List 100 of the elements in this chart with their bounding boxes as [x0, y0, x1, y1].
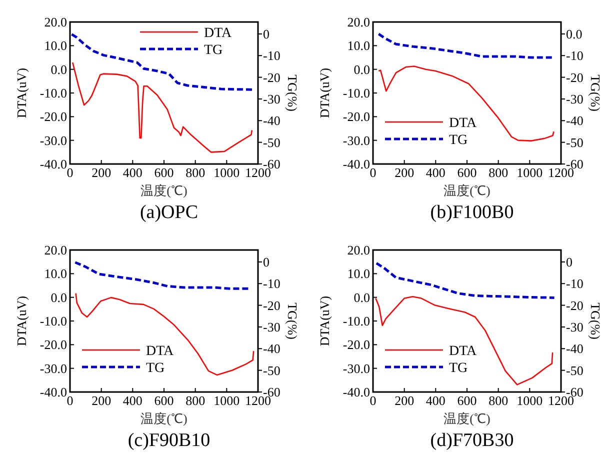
x-axis-title: 温度(℃): [444, 411, 490, 426]
x-tick-label: 1000: [516, 393, 543, 408]
y2-tick-label: -30: [263, 91, 280, 106]
y-axis-title: DTA(uV): [14, 296, 29, 346]
legend-label: DTA: [204, 26, 233, 41]
y-tick-label: 10.0: [44, 266, 67, 282]
line-series: [377, 32, 554, 59]
legend-label: TG: [146, 361, 165, 376]
y2-tick-label: -40: [566, 113, 584, 128]
line-series: [74, 261, 251, 290]
y-tick-label: -40.0: [342, 156, 370, 172]
x-tick-label: 0: [66, 165, 74, 180]
y2-tick-label: -50: [566, 362, 584, 378]
y-tick-label: 20.0: [44, 242, 67, 258]
y-tick-label: 0.0: [50, 62, 67, 77]
legend-label: DTA: [449, 116, 478, 131]
x-tick-label: 400: [426, 393, 446, 408]
x-axis-title: 温度(℃): [444, 183, 490, 198]
y2-tick-label: -10: [263, 48, 280, 64]
x-tick-label: 200: [92, 393, 112, 408]
x-tick-label: 200: [394, 393, 414, 408]
y-tick-label: -40.0: [40, 156, 67, 172]
y2-axis-title: TG(%): [285, 302, 300, 340]
x-tick-label: 600: [154, 393, 174, 408]
y-tick-label: 10.0: [347, 266, 370, 282]
y2-tick-label: -30: [566, 319, 584, 334]
legend-label: TG: [449, 133, 468, 148]
x-tick-label: 1000: [516, 165, 543, 180]
y-tick-label: -30.0: [40, 360, 67, 376]
y2-tick-label: -50: [263, 362, 280, 378]
x-tick-label: 1000: [214, 393, 240, 408]
y2-tick-label: 0: [566, 254, 572, 270]
y-tick-label: -20.0: [40, 109, 67, 124]
x-axis-title: 温度(℃): [140, 411, 188, 426]
legend-label: TG: [204, 43, 223, 58]
y2-tick-label: -20: [263, 70, 280, 85]
y-tick-label: 20.0: [347, 242, 370, 258]
x-tick-label: 1000: [214, 165, 240, 180]
x-tick-label: 600: [154, 165, 174, 180]
x-tick-label: 400: [426, 165, 446, 180]
y-tick-label: 10.0: [347, 38, 370, 54]
legend-label: TG: [449, 361, 468, 376]
x-tick-label: 400: [122, 393, 142, 408]
line-series: [75, 292, 254, 376]
y-tick-label: 0.0: [50, 290, 67, 305]
y2-tick-label: 0.0: [566, 26, 582, 42]
x-tick-label: 600: [457, 165, 477, 180]
y2-tick-label: -20: [263, 298, 280, 313]
x-tick-label: 800: [186, 165, 206, 180]
y-tick-label: 0.0: [354, 290, 370, 305]
y-tick-label: 20.0: [44, 14, 67, 30]
y-tick-label: -30.0: [342, 132, 370, 148]
x-tick-label: 600: [457, 393, 477, 408]
legend-label: DTA: [146, 344, 175, 359]
y2-tick-label: -40: [263, 341, 280, 356]
y2-tick-label: -40: [263, 113, 280, 128]
y-tick-label: -10.0: [40, 314, 67, 328]
y2-tick-label: -30: [566, 91, 584, 106]
x-tick-label: 0: [66, 393, 74, 408]
y2-tick-label: -20: [566, 298, 584, 313]
x-tick-label: 200: [92, 165, 112, 180]
y-axis-title: DTA(uV): [317, 68, 332, 118]
y2-tick-label: 0: [263, 254, 270, 270]
y-tick-label: 10.0: [44, 38, 67, 54]
y2-axis-title: TG(%): [588, 302, 603, 340]
x-tick-label: 800: [488, 393, 508, 408]
x-tick-label: 0: [370, 165, 376, 180]
y2-tick-label: -10: [566, 276, 584, 292]
text: (b)F100B0: [430, 202, 514, 223]
x-tick-label: 0: [370, 393, 376, 408]
x-tick-label: 800: [186, 393, 206, 408]
y-tick-label: -20.0: [342, 337, 370, 352]
y2-axis-title: TG(%): [588, 74, 603, 112]
y-axis-title: DTA(uV): [14, 68, 29, 118]
legend-label: DTA: [449, 344, 478, 359]
y-tick-label: -30.0: [40, 132, 67, 148]
text: (d)F70B30: [430, 430, 514, 451]
y-tick-label: -30.0: [342, 360, 370, 376]
y-tick-label: 0.0: [354, 62, 370, 77]
y2-tick-label: -20: [566, 70, 584, 85]
y2-tick-label: -10: [566, 48, 584, 64]
x-tick-label: 800: [488, 165, 508, 180]
y-tick-label: -10.0: [342, 86, 370, 100]
y-tick-label: -10.0: [40, 86, 67, 100]
y2-tick-label: -40: [566, 341, 584, 356]
y2-tick-label: -50: [566, 134, 584, 150]
y-tick-label: -10.0: [342, 314, 370, 328]
x-tick-label: 400: [122, 165, 142, 180]
y-tick-label: -40.0: [342, 384, 370, 400]
line-series: [375, 262, 556, 299]
line-series: [72, 62, 253, 153]
y2-axis-title: TG(%): [285, 74, 300, 112]
line-series: [375, 296, 554, 386]
y-tick-label: 20.0: [347, 14, 370, 30]
y-tick-label: -20.0: [40, 337, 67, 352]
y2-tick-label: -50: [263, 134, 280, 150]
y-axis-title: DTA(uV): [317, 296, 332, 346]
text: (c)F90B10: [128, 430, 210, 451]
x-tick-label: 200: [394, 165, 414, 180]
x-axis-title: 温度(℃): [140, 183, 188, 198]
